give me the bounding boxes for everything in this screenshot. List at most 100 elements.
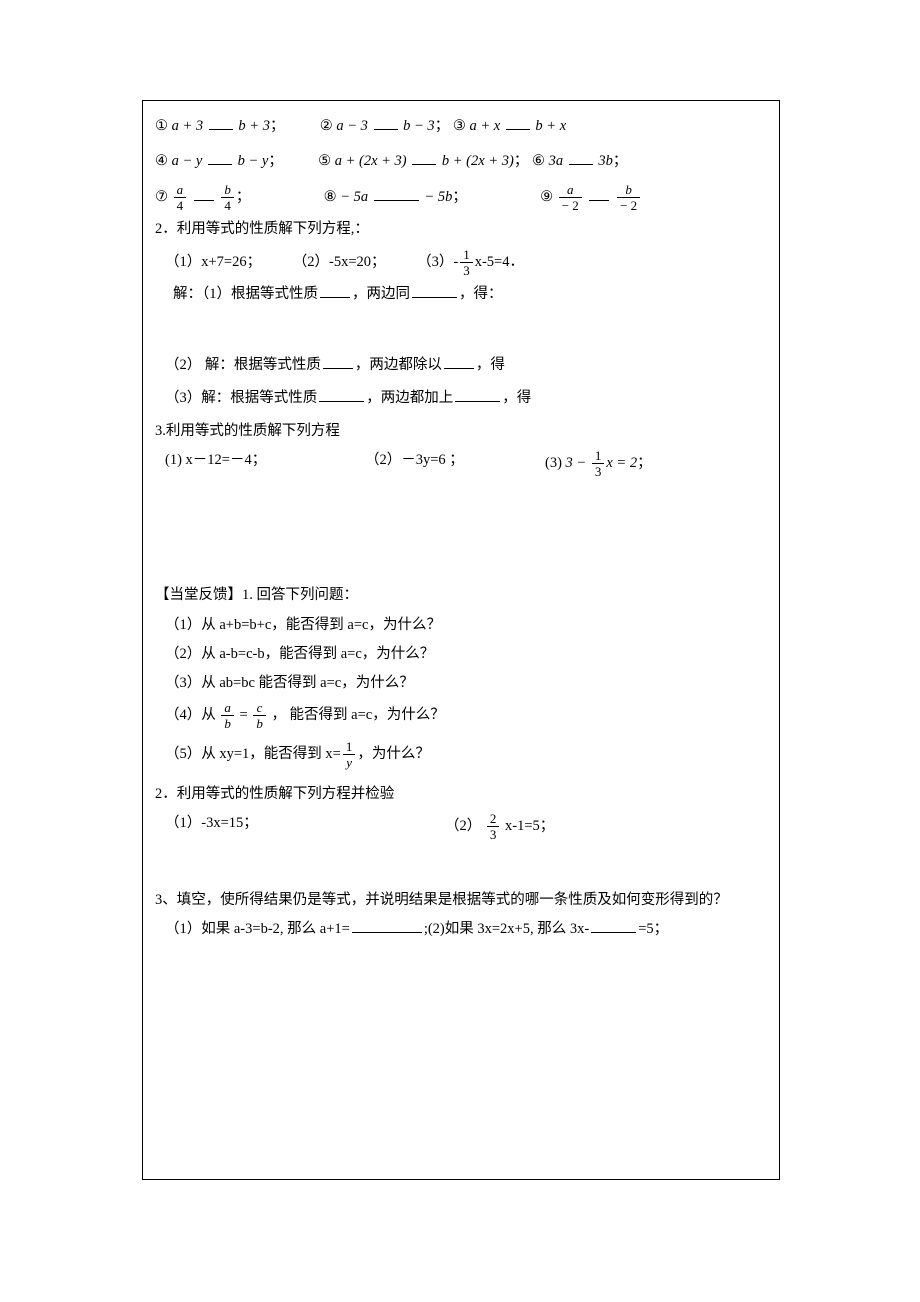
text: ，两边同	[352, 286, 410, 302]
text: 解：（1）根据等式性质	[173, 286, 318, 302]
text: ，为什么？	[357, 746, 430, 762]
fb3-title: 3、填空，使所得结果仍是等式，并说明结果是根据等式的哪一条性质及如何变形得到的？	[155, 889, 769, 912]
num: a	[221, 701, 234, 716]
q1-4-rhs: b − y	[238, 153, 269, 169]
blank	[569, 151, 593, 165]
q3-p2: （2）－3y=6 ；	[365, 449, 545, 478]
q1-5-rhs: b + (2x + 3)	[442, 153, 514, 169]
q1-6-rhs: 3b	[598, 153, 613, 169]
text: x-1=5；	[505, 818, 554, 834]
marker-2: ②	[320, 115, 333, 138]
text: （4）从	[165, 707, 216, 723]
num: 2	[487, 812, 500, 827]
text: ，得：	[459, 286, 503, 302]
marker-3: ③	[453, 115, 466, 138]
text: x = 2	[606, 455, 637, 471]
marker-9: ⑨	[540, 186, 553, 209]
q1-7-ld: 4	[174, 198, 187, 212]
den: b	[253, 716, 266, 730]
q3-p1: (1) x－12=－4；	[165, 449, 365, 478]
marker-7: ⑦	[155, 186, 168, 209]
text: ；	[637, 455, 652, 471]
fb-i3: （3）从 ab=bc 能否得到 a=c，为什么？	[155, 672, 769, 695]
marker-5: ⑤	[318, 150, 331, 173]
q1-6-lhs: 3a	[549, 153, 564, 169]
blank	[455, 388, 500, 402]
content-frame: ① a + 3 b + 3； ② a − 3 b − 3； ③ a + x b …	[142, 100, 780, 1180]
fb2-p1: （1）-3x=15；	[165, 812, 445, 841]
marker-1: ①	[155, 115, 168, 138]
marker-4: ④	[155, 150, 168, 173]
num: c	[253, 701, 266, 716]
num: 1	[343, 740, 356, 755]
fb-i5: （5）从 xy=1，能否得到 x=1y，为什么？	[155, 740, 769, 769]
q1-5-lhs: a + (2x + 3)	[335, 153, 407, 169]
den: y	[343, 755, 356, 769]
q2-p3a: （3）-	[417, 253, 458, 269]
q1-3-lhs: a + x	[469, 118, 500, 134]
q1-4-lhs: a − y	[172, 153, 203, 169]
q1-2-lhs: a − 3	[336, 118, 368, 134]
blank	[374, 116, 398, 130]
text: ，得	[476, 357, 505, 373]
q1-row-2: ④ a − y b − y； ⑤ a + (2x + 3) b + (2x + …	[155, 150, 769, 173]
q2-p1: （1）x+7=26；	[165, 253, 261, 269]
fb2-row: （1）-3x=15； （2） 23 x-1=5；	[155, 812, 769, 841]
blank	[194, 187, 214, 201]
q1-2-rhs: b − 3	[403, 118, 435, 134]
q2-p3-num: 1	[460, 248, 473, 263]
text: ;(2)如果 3x=2x+5, 那么 3x-	[424, 921, 589, 937]
blank	[352, 919, 422, 933]
blank	[323, 355, 353, 369]
blank	[320, 284, 350, 298]
q1-row-3: ⑦ a4 b4； ⑧ − 5a − 5b； ⑨ a− 2 b− 2	[155, 183, 769, 212]
q1-9-rn: b	[617, 183, 640, 198]
q3-title: 3.利用等式的性质解下列方程	[155, 420, 769, 443]
blank	[591, 919, 636, 933]
text: （2）	[445, 818, 481, 834]
q1-8-rhs: − 5b	[424, 189, 452, 205]
blank	[412, 284, 457, 298]
text: ， 能否得到 a=c，为什么？	[271, 707, 444, 723]
q2-p3-den: 3	[460, 263, 473, 277]
blank	[319, 388, 364, 402]
blank	[208, 151, 232, 165]
q1-3-rhs: b + x	[535, 118, 566, 134]
q1-1-lhs: a + 3	[172, 118, 204, 134]
blank	[589, 187, 609, 201]
blank	[444, 355, 474, 369]
blank	[209, 116, 233, 130]
q2-parts: （1）x+7=26； （2）-5x=20； （3）-13x-5=4．	[155, 248, 769, 277]
text: 3 −	[566, 455, 590, 471]
q1-9-rd: − 2	[617, 198, 640, 212]
text: （5）从 xy=1，能否得到 x=	[165, 746, 341, 762]
q2-p2: （2）-5x=20；	[293, 253, 386, 269]
eq: =	[240, 707, 248, 723]
q2-title: 2．利用等式的性质解下列方程,：	[155, 218, 769, 241]
fb-i4: （4）从 ab = cb ， 能否得到 a=c，为什么？	[155, 701, 769, 730]
den: b	[221, 716, 234, 730]
den: 3	[592, 464, 605, 478]
marker-6: ⑥	[532, 150, 545, 173]
q3-p3: (3) 3 − 13x = 2；	[545, 449, 652, 478]
den: 3	[487, 827, 500, 841]
fb-i2: （2）从 a-b=c-b，能否得到 a=c，为什么？	[155, 643, 769, 666]
text: （3）解：根据等式性质	[165, 390, 317, 406]
text: ，两边都加上	[366, 390, 453, 406]
text: ，两边都除以	[355, 357, 442, 373]
fb2-title: 2．利用等式的性质解下列方程并检验	[155, 783, 769, 806]
q1-7-ln: a	[174, 183, 187, 198]
q2-p3b: x-5=4．	[475, 253, 524, 269]
text: （1）如果 a-3=b-2, 那么 a+1=	[165, 921, 350, 937]
text: =5；	[638, 921, 668, 937]
blank	[506, 116, 530, 130]
text: （2） 解：根据等式性质	[165, 357, 321, 373]
q3-row: (1) x－12=－4； （2）－3y=6 ； (3) 3 − 13x = 2；	[155, 449, 769, 478]
page: ① a + 3 b + 3； ② a − 3 b − 3； ③ a + x b …	[0, 0, 920, 1302]
q2-a1: 解：（1）根据等式性质 ，两边同 ，得：	[155, 283, 769, 306]
q2-a3: （3）解：根据等式性质 ，两边都加上 ，得	[155, 387, 769, 410]
blank	[412, 151, 436, 165]
text: ，得	[502, 390, 531, 406]
feedback-heading: 【当堂反馈】1. 回答下列问题：	[155, 584, 769, 607]
num: 1	[592, 449, 605, 464]
